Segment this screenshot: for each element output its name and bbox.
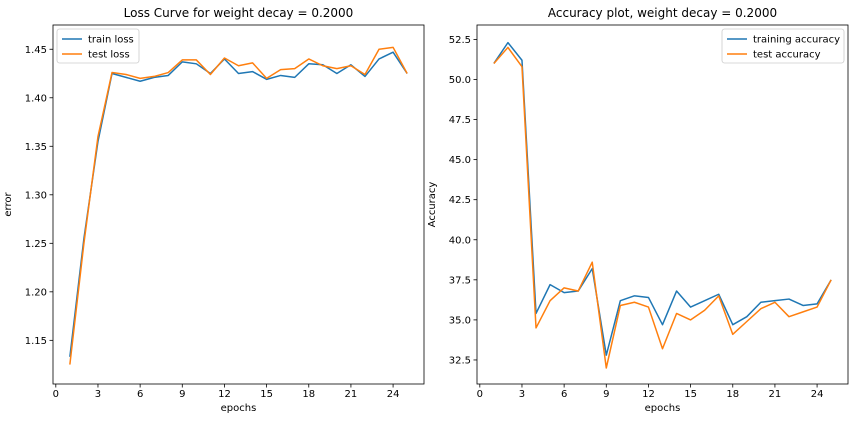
series-line-2 (493, 46, 832, 369)
loss-chart: Loss Curve for weight decay = 0.2000 0 3 6 9… (3, 6, 425, 414)
y-tick-label: 37.5 (449, 275, 471, 286)
plot-frame (476, 24, 849, 385)
y-tick-label: 35.0 (449, 315, 471, 326)
x-tick-label: 15 (260, 389, 273, 400)
x-tick-label: 21 (769, 389, 782, 400)
x-tick-label: 9 (603, 389, 609, 400)
legend-label: training accuracy (753, 35, 840, 46)
legend-label: test loss (88, 50, 130, 61)
y-tick-label: 47.5 (449, 115, 471, 126)
x-tick-label: 18 (302, 389, 315, 400)
plot-frame (52, 24, 425, 385)
y-axis-label: error (3, 192, 14, 217)
y-tick-label: 1.20 (25, 287, 47, 298)
y-tick-label: 1.25 (25, 239, 47, 250)
series-line-2 (69, 46, 408, 365)
chart-title: Accuracy plot, weight decay = 0.2000 (548, 6, 777, 20)
y-tick-label: 1.35 (25, 142, 47, 153)
y-tick-label: 1.45 (25, 45, 47, 56)
x-tick-label: 0 (53, 389, 59, 400)
x-tick-label: 6 (137, 389, 143, 400)
x-tick-label: 24 (811, 389, 824, 400)
x-tick-label: 21 (345, 389, 358, 400)
y-tick-label: 42.5 (449, 195, 471, 206)
x-tick-label: 18 (726, 389, 739, 400)
y-tick-label: 52.5 (449, 35, 471, 46)
x-tick-label: 24 (387, 389, 400, 400)
x-tick-label: 12 (218, 389, 231, 400)
y-tick-label: 1.15 (25, 336, 47, 347)
x-tick-label: 3 (519, 389, 525, 400)
accuracy-chart: Accuracy plot, weight decay = 0.2000 0 3 6 9… (427, 6, 849, 414)
y-tick-label: 1.40 (25, 93, 47, 104)
x-tick-label: 15 (684, 389, 697, 400)
chart-title: Loss Curve for weight decay = 0.2000 (124, 6, 354, 20)
y-tick-label: 50.0 (449, 75, 471, 86)
legend-box (721, 28, 845, 64)
y-tick-label: 32.5 (449, 355, 471, 366)
y-tick-label: 40.0 (449, 235, 471, 246)
series-line-1 (493, 41, 832, 356)
y-tick-label: 1.30 (25, 190, 47, 201)
y-axis-label: Accuracy (427, 182, 438, 228)
y-tick-label: 45.0 (449, 155, 471, 166)
x-tick-label: 12 (642, 389, 655, 400)
series-line-1 (69, 51, 408, 357)
legend-label: train loss (88, 35, 134, 46)
x-tick-label: 6 (561, 389, 567, 400)
x-axis-label: epochs (645, 403, 681, 414)
x-tick-label: 9 (179, 389, 185, 400)
legend-label: test accuracy (753, 50, 821, 61)
x-tick-label: 0 (477, 389, 483, 400)
x-tick-label: 3 (95, 389, 101, 400)
x-axis-label: epochs (221, 403, 257, 414)
